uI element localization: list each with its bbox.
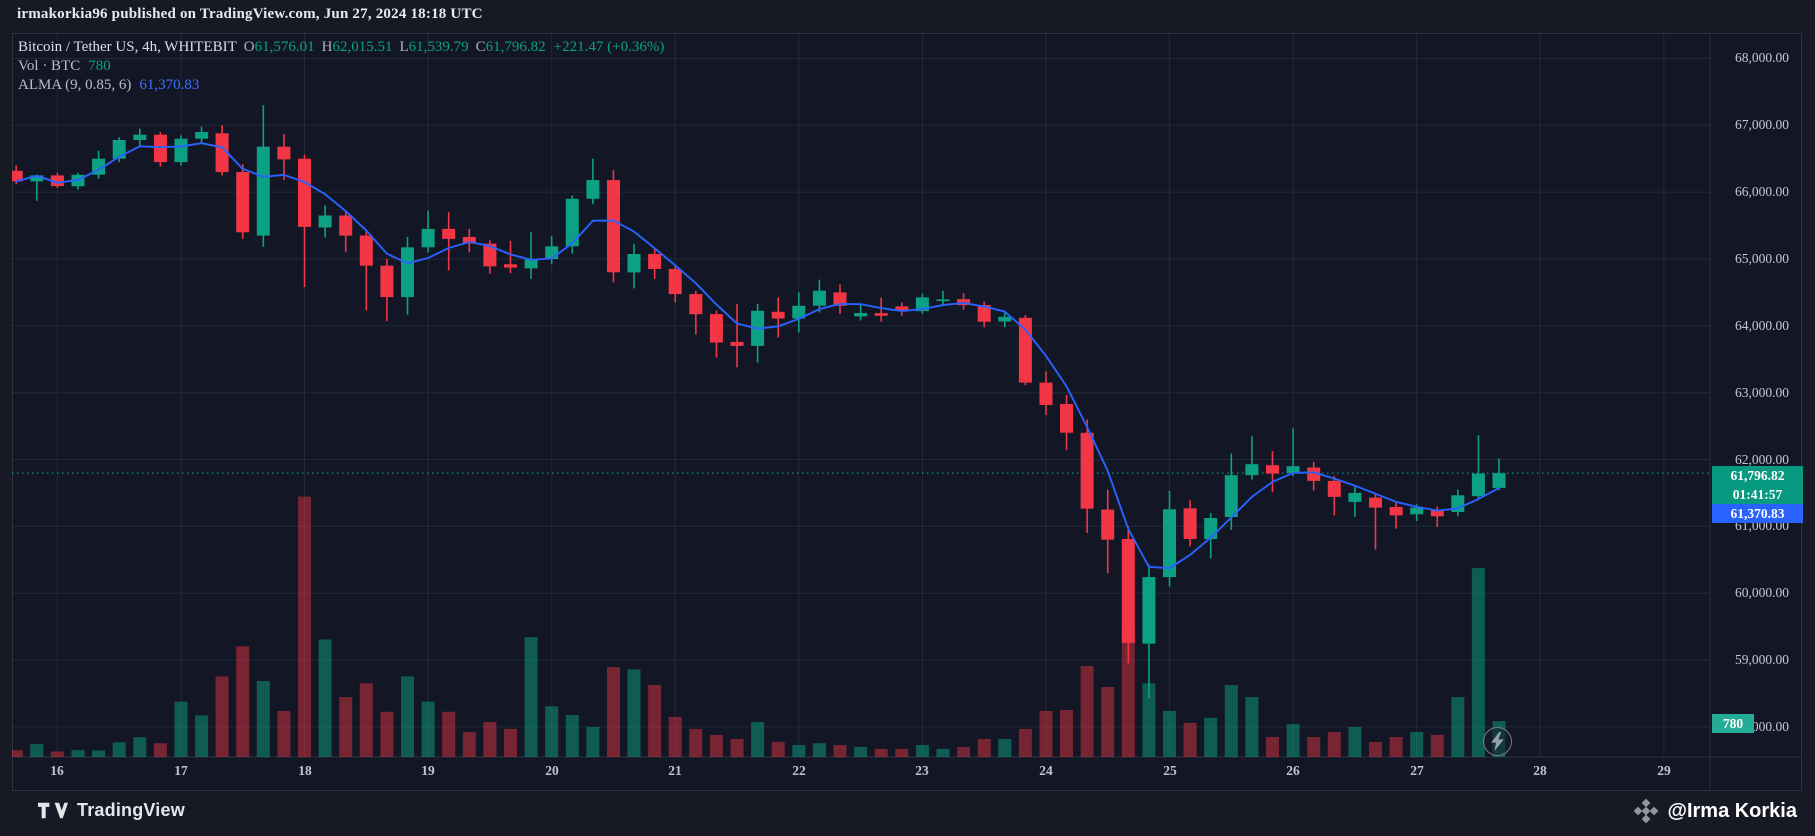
time-label-17: 17 xyxy=(174,763,188,778)
time-label-24: 24 xyxy=(1039,763,1053,778)
ohlc-key-O: O xyxy=(243,39,255,55)
realtime-button[interactable] xyxy=(1483,727,1512,756)
lightning-icon xyxy=(1491,732,1504,751)
change-value: +221.47 (+0.36%) xyxy=(553,39,665,55)
time-label-19: 19 xyxy=(421,763,435,778)
time-label-23: 23 xyxy=(915,763,929,778)
time-label-18: 18 xyxy=(298,763,312,778)
volume-legend-row: Vol · BTC 780 xyxy=(18,57,664,76)
time-label-20: 20 xyxy=(545,763,559,778)
price-label-60000: 60,000.00 xyxy=(1735,585,1789,600)
ohlc-value-L: 61,539.79 xyxy=(408,39,469,55)
ohlc-key-H: H xyxy=(321,39,333,55)
alma-label: ALMA (9, 0.85, 6) xyxy=(18,77,132,93)
price-label-59000: 59,000.00 xyxy=(1735,652,1789,667)
time-label-28: 28 xyxy=(1533,763,1547,778)
time-label-29: 29 xyxy=(1657,763,1671,778)
volume-label: Vol · BTC xyxy=(18,58,81,74)
symbol-legend-row: Bitcoin / Tether US, 4h, WHITEBIT O61,576… xyxy=(18,38,664,57)
publish-info-text: irmakorkia96 published on TradingView.co… xyxy=(17,6,483,22)
price-label-66000: 66,000.00 xyxy=(1735,184,1789,199)
ohlc-value-C: 61,796.82 xyxy=(485,39,546,55)
alma-price-badge: 61,370.83 xyxy=(1712,504,1803,523)
tradingview-brand-text: TradingView xyxy=(77,800,185,820)
tradingview-logo[interactable]: TradingView xyxy=(38,800,185,821)
volume-value: 780 xyxy=(88,58,111,74)
price-label-65000: 65,000.00 xyxy=(1735,251,1789,266)
tradingview-mark-icon xyxy=(38,802,68,819)
bar-countdown: 01:41:57 xyxy=(1732,487,1783,502)
time-label-22: 22 xyxy=(792,763,806,778)
alma-legend-row: ALMA (9, 0.85, 6) 61,370.83 xyxy=(18,76,664,95)
time-label-25: 25 xyxy=(1163,763,1177,778)
author-watermark[interactable]: @Irma Korkia xyxy=(1633,798,1797,824)
volume-badge: 780 xyxy=(1712,714,1754,733)
price-label-62000: 62,000.00 xyxy=(1735,452,1789,467)
alma-value: 61,370.83 xyxy=(139,77,200,93)
last-price-value: 61,796.82 xyxy=(1730,468,1785,483)
price-label-64000: 64,000.00 xyxy=(1735,318,1789,333)
ohlc-key-C: C xyxy=(475,39,486,55)
ohlc-key-L: L xyxy=(399,39,409,55)
ohlc-value-H: 62,015.51 xyxy=(332,39,393,55)
price-label-67000: 67,000.00 xyxy=(1735,117,1789,132)
last-price-badge: 61,796.82 01:41:57 xyxy=(1712,466,1803,504)
price-label-68000: 68,000.00 xyxy=(1735,50,1789,65)
symbol-title: Bitcoin / Tether US, 4h, WHITEBIT xyxy=(18,39,237,55)
ohlc-value-O: 61,576.01 xyxy=(254,39,315,55)
publish-info-bar: irmakorkia96 published on TradingView.co… xyxy=(0,0,1815,33)
diamond-cluster-icon xyxy=(1634,798,1659,824)
chart-plot[interactable] xyxy=(12,33,1802,791)
time-label-27: 27 xyxy=(1410,763,1424,778)
author-username: @Irma Korkia xyxy=(1667,799,1797,822)
chart-legend: Bitcoin / Tether US, 4h, WHITEBIT O61,576… xyxy=(18,38,664,95)
time-label-26: 26 xyxy=(1286,763,1300,778)
footer-bar: TradingView @Irma Korkia xyxy=(0,791,1815,836)
time-label-21: 21 xyxy=(668,763,682,778)
time-label-16: 16 xyxy=(50,763,64,778)
ohlc-values: O61,576.01 H62,015.51 L61,539.79 C61,796.82 xyxy=(237,39,546,55)
price-label-63000: 63,000.00 xyxy=(1735,385,1789,400)
